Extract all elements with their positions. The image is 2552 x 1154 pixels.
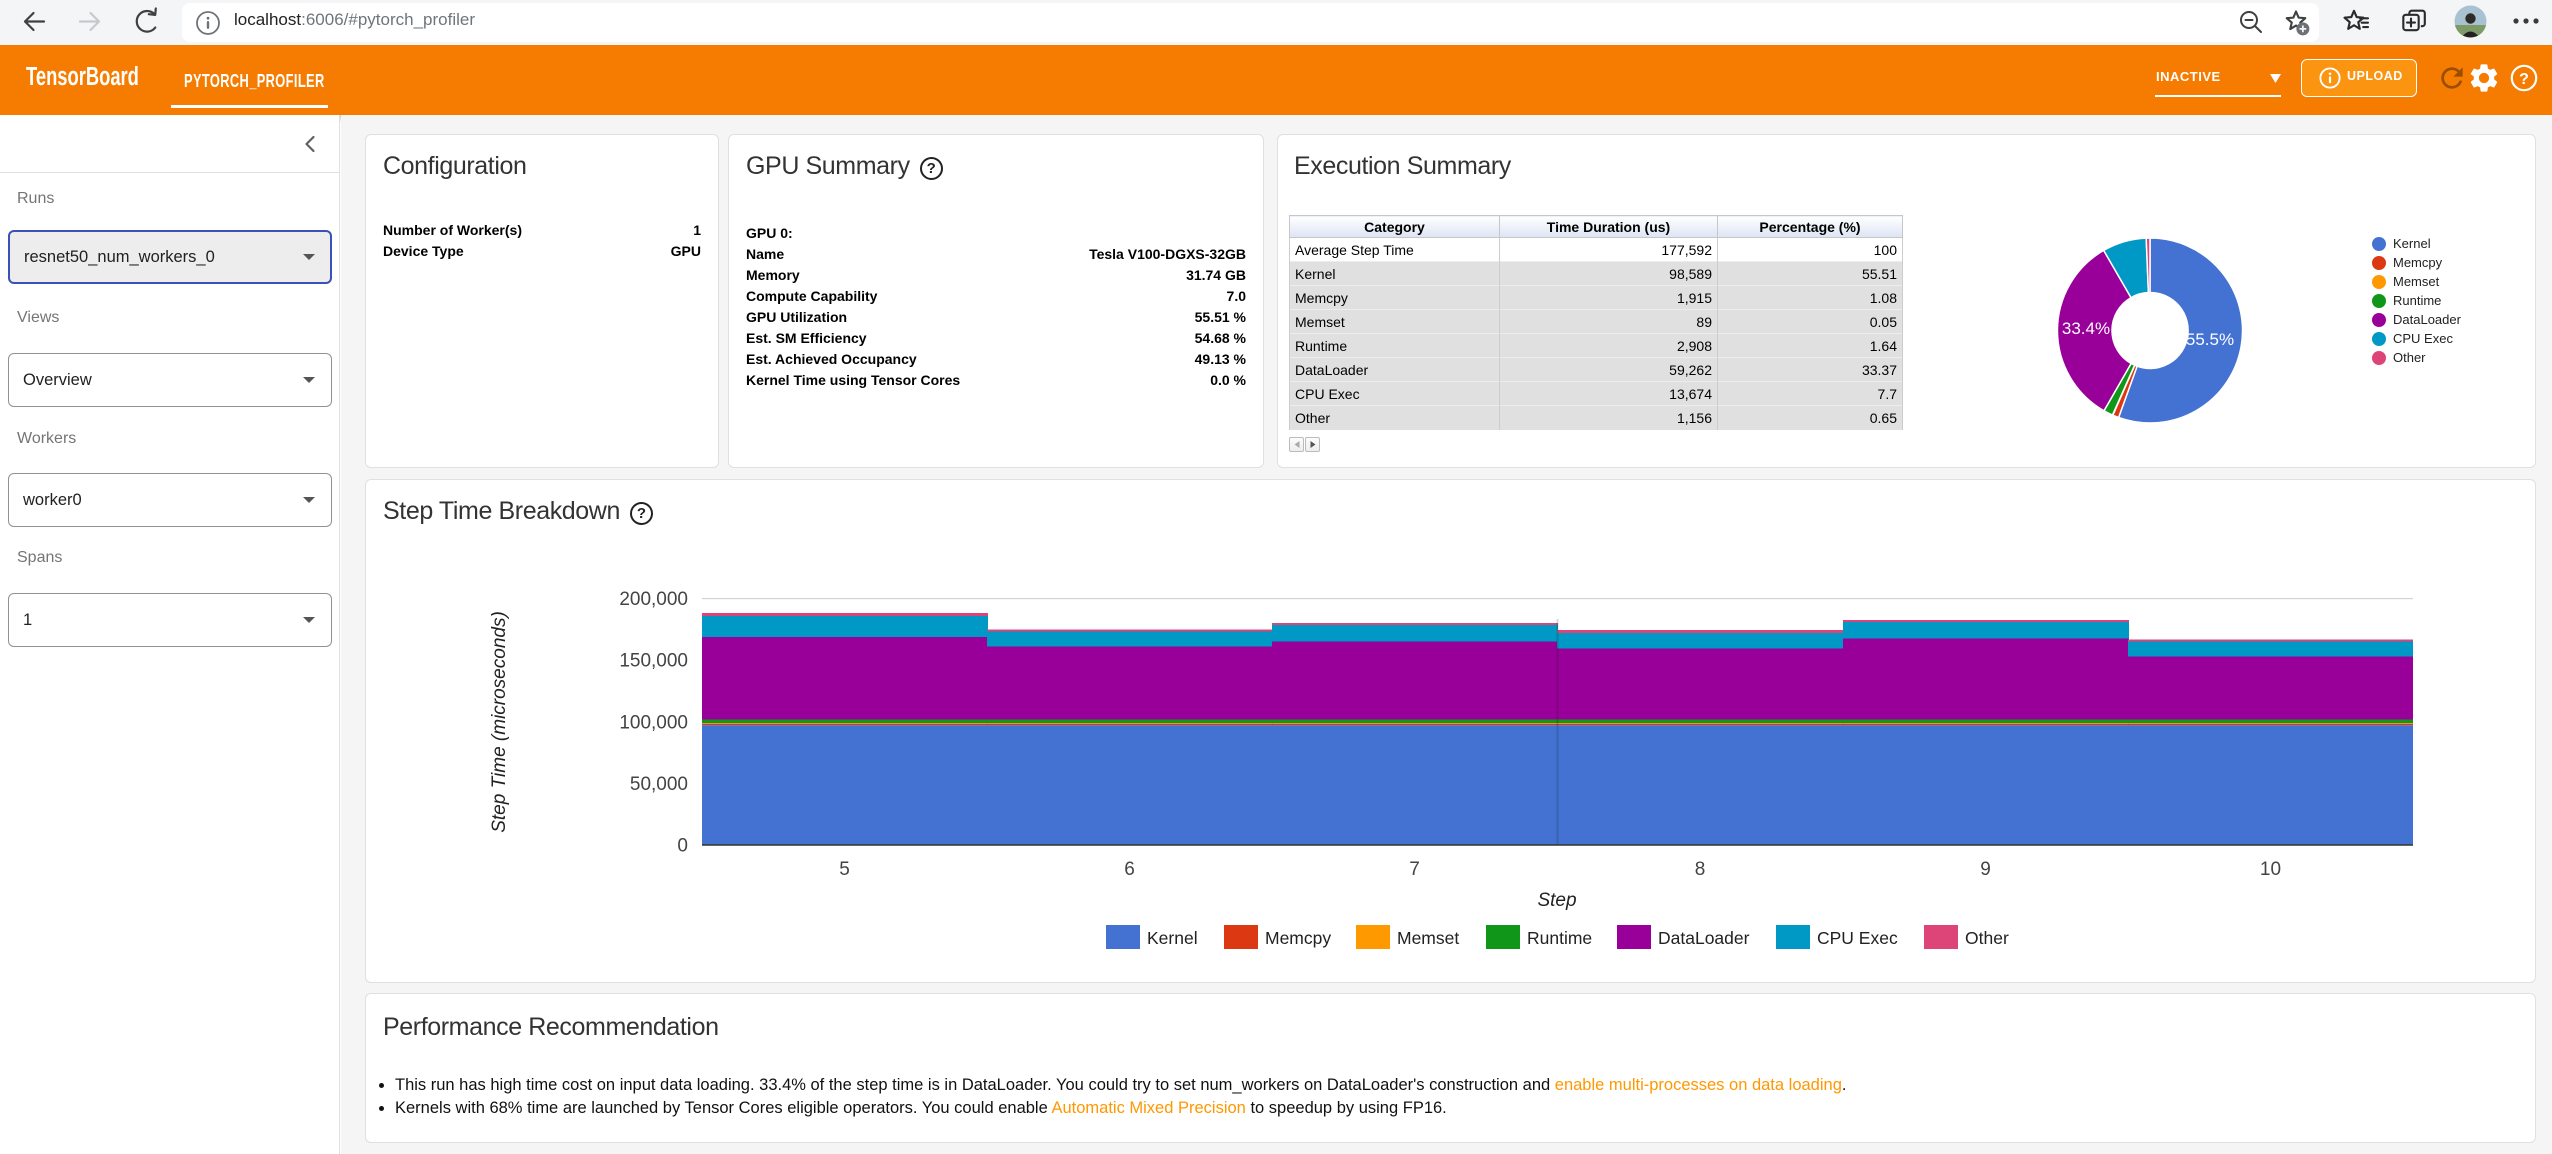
svg-text:50,000: 50,000 [630,774,688,795]
svg-text:8: 8 [1695,859,1706,880]
svg-text:5: 5 [839,859,850,880]
svg-text:10: 10 [2260,859,2281,880]
svg-text:33.4%: 33.4% [2062,319,2110,338]
svg-text:0: 0 [677,836,688,857]
svg-text:?: ? [2519,71,2529,88]
svg-text:7: 7 [1409,859,1420,880]
svg-text:200,000: 200,000 [619,589,688,610]
svg-text:9: 9 [1980,859,1991,880]
svg-text:55.5%: 55.5% [2186,330,2234,349]
svg-text:100,000: 100,000 [619,712,688,733]
svg-text:150,000: 150,000 [619,651,688,672]
svg-text:6: 6 [1124,859,1135,880]
svg-text:Step: Step [1537,890,1576,911]
svg-text:Step Time (microseconds): Step Time (microseconds) [489,611,510,833]
